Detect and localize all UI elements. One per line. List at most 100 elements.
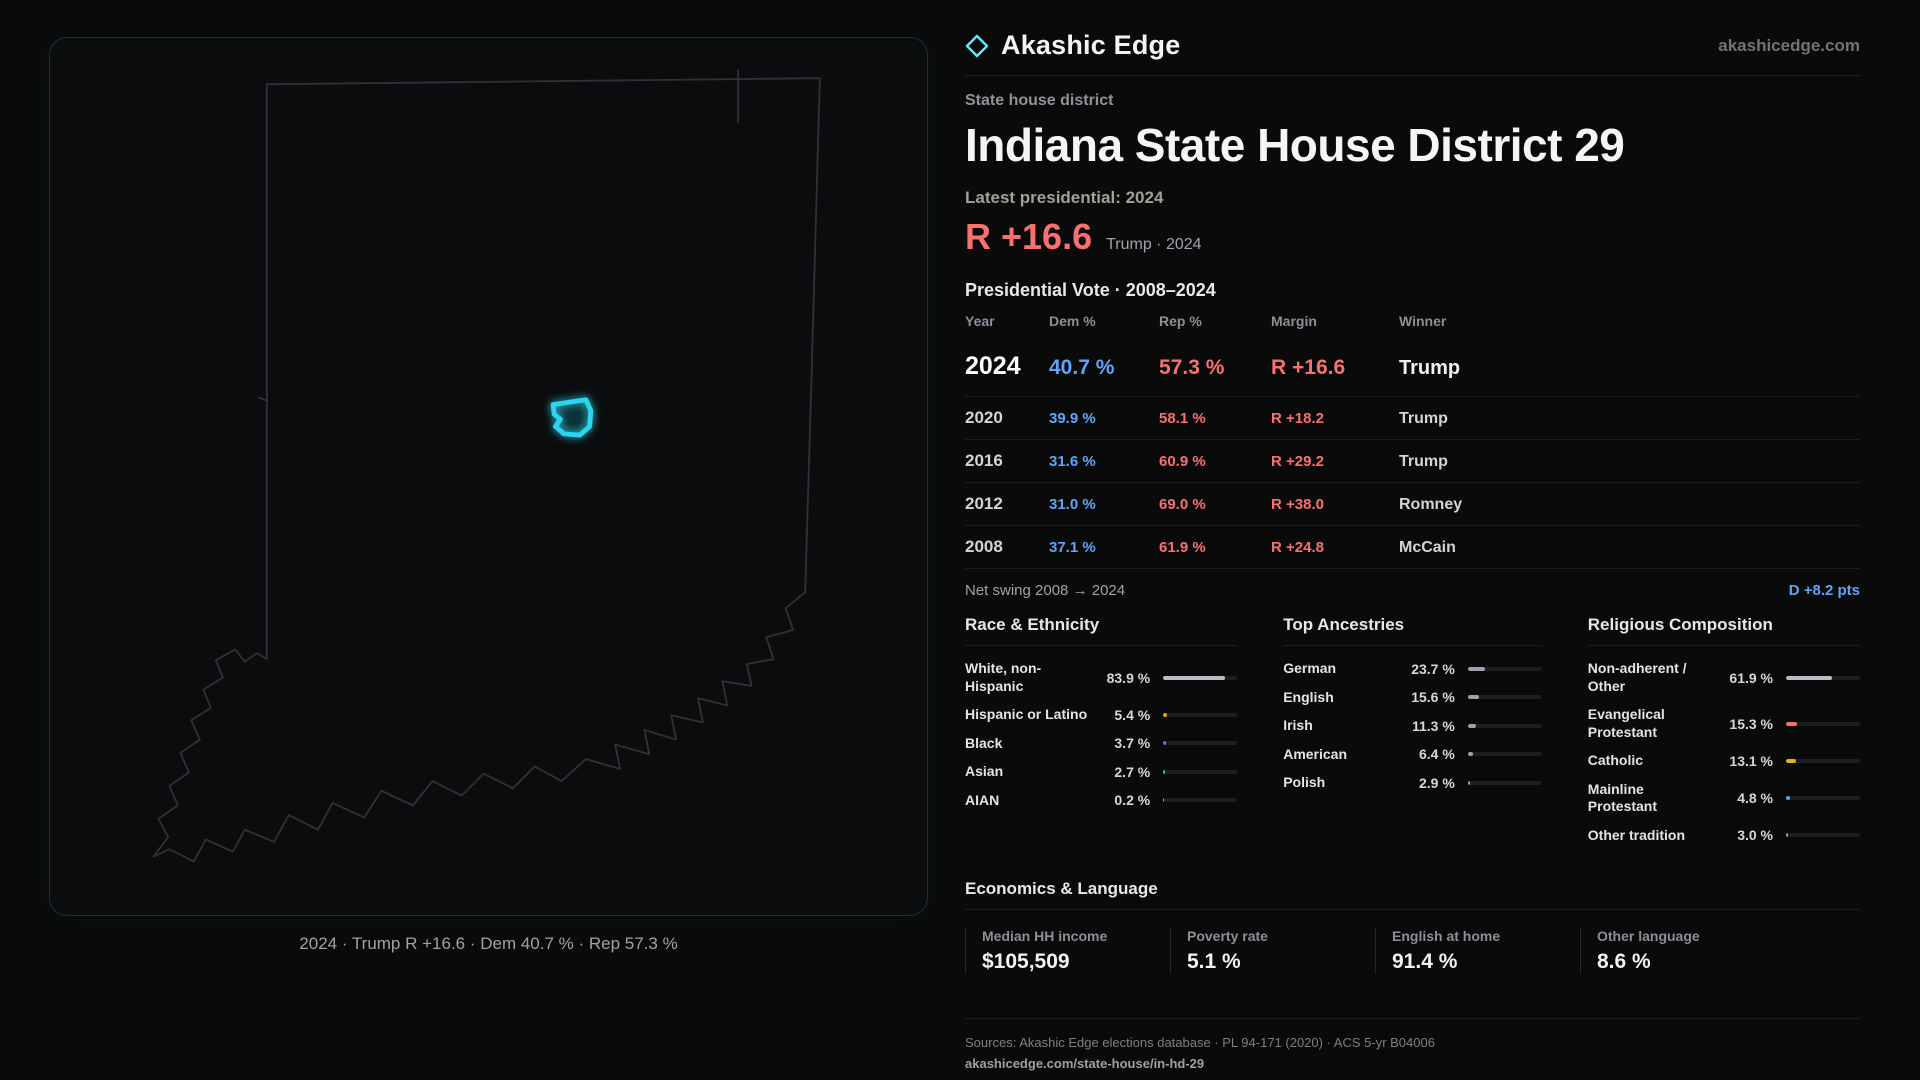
stat-median-hh-income: Median HH income $105,509	[965, 928, 1170, 974]
cell-winner: McCain	[1399, 539, 1456, 556]
list-item: Polish 2.9 %	[1283, 774, 1542, 792]
economics-stats: Median HH income $105,509 Poverty rate 5…	[965, 928, 1785, 974]
cell-dem: 31.0 %	[1049, 496, 1096, 513]
stat-english-at-home: English at home 91.4 %	[1375, 928, 1580, 974]
race-ethnicity-panel: Race & Ethnicity White, non-Hispanic 83.…	[965, 615, 1238, 855]
headline-margin-row: R +16.6 Trump · 2024	[965, 216, 1860, 258]
list-item: Mainline Protestant 4.8 %	[1588, 781, 1860, 816]
cell-year: 2012	[965, 494, 1003, 513]
list-item: English 15.6 %	[1283, 689, 1542, 707]
cell-winner: Trump	[1399, 453, 1448, 470]
cell-year: 2024	[965, 352, 1021, 380]
district-map-panel	[49, 37, 928, 916]
permalink[interactable]: akashicedge.com/state-house/in-hd-29	[965, 1056, 1205, 1071]
list-item: Catholic 13.1 %	[1588, 752, 1860, 770]
list-item: Irish 11.3 %	[1283, 717, 1542, 735]
sources-line: Sources: Akashic Edge elections database…	[965, 1035, 1435, 1050]
item-value: 2.7 %	[1114, 763, 1151, 780]
list-item: Non-adherent / Other 61.9 %	[1588, 660, 1860, 695]
stat-label: English at home	[1392, 928, 1501, 944]
item-bar	[1467, 752, 1542, 757]
item-value: 13.1 %	[1729, 752, 1773, 769]
item-label: Other tradition	[1587, 826, 1686, 843]
latest-label: Latest presidential: 2024	[965, 188, 1164, 207]
cell-margin: R +38.0	[1271, 496, 1324, 513]
item-label: Mainline Protestant	[1587, 780, 1658, 815]
vote-table: Year Dem % Rep % Margin Winner 2024 40.7…	[965, 313, 1860, 615]
list-item: Asian 2.7 %	[965, 763, 1238, 781]
col-year: Year	[965, 313, 995, 329]
site-link[interactable]: akashicedge.com	[1718, 35, 1860, 55]
kicker: State house district	[965, 92, 1114, 109]
cell-rep: 57.3 %	[1159, 356, 1225, 379]
item-label: Asian	[965, 763, 1004, 779]
cell-rep: 60.9 %	[1159, 453, 1206, 470]
list-item: Hispanic or Latino 5.4 %	[965, 706, 1238, 724]
cell-margin: R +16.6	[1271, 356, 1346, 379]
item-label: Non-adherent / Other	[1587, 660, 1687, 694]
list-item: German 23.7 %	[1283, 660, 1542, 678]
cell-margin: R +18.2	[1271, 410, 1324, 427]
headline-context: Trump · 2024	[1106, 236, 1202, 253]
headline-margin: R +16.6	[965, 216, 1093, 257]
item-label: German	[1283, 660, 1337, 676]
net-swing-row: Net swing 2008 → 2024 D +8.2 pts	[965, 569, 1860, 599]
indiana-outline	[152, 77, 821, 863]
religion-panel: Religious Composition Non-adherent / Oth…	[1587, 615, 1860, 855]
table-row: 2012 31.0 % 69.0 % R +38.0 Romney	[965, 483, 1860, 526]
brand-name: Akashic Edge	[1001, 30, 1181, 60]
item-value: 23.7 %	[1411, 660, 1455, 677]
cell-rep: 61.9 %	[1159, 539, 1206, 556]
item-bar	[1786, 721, 1860, 726]
item-value: 11.3 %	[1411, 717, 1455, 734]
item-bar	[1467, 666, 1542, 671]
item-bar	[1163, 741, 1238, 746]
col-winner: Winner	[1399, 313, 1447, 329]
col-margin: Margin	[1271, 313, 1317, 329]
list-item: Evangelical Protestant 15.3 %	[1588, 706, 1860, 741]
cell-year: 2008	[965, 537, 1003, 556]
cell-dem: 31.6 %	[1049, 453, 1096, 470]
item-label: Catholic	[1587, 752, 1644, 768]
stat-label: Poverty rate	[1187, 928, 1268, 944]
cell-year: 2020	[965, 408, 1003, 427]
vote-table-header: Year Dem % Rep % Margin Winner	[965, 313, 1860, 339]
map-caption: 2024 · Trump R +16.6 · Dem 40.7 % · Rep …	[299, 934, 678, 953]
diamond-icon	[965, 34, 989, 58]
stat-value: 5.1 %	[1187, 950, 1241, 973]
brand: Akashic Edge	[965, 30, 1180, 61]
item-label: American	[1283, 745, 1348, 762]
list-item: AIAN 0.2 %	[965, 792, 1238, 810]
table-row: 2008 37.1 % 61.9 % R +24.8 McCain	[965, 526, 1860, 569]
item-value: 0.2 %	[1114, 792, 1151, 809]
item-label: Evangelical Protestant	[1587, 706, 1665, 740]
net-swing-value: D +8.2 pts	[1788, 582, 1860, 599]
item-bar	[1786, 796, 1860, 800]
item-value: 15.3 %	[1729, 715, 1773, 732]
item-label: English	[1283, 688, 1334, 705]
list-item: American 6.4 %	[1283, 746, 1542, 764]
list-item: Black 3.7 %	[965, 734, 1238, 753]
item-value: 83.9 %	[1106, 669, 1151, 686]
cell-margin: R +24.8	[1271, 539, 1324, 556]
map-section: 2024 · Trump R +16.6 · Dem 40.7 % · Rep …	[0, 0, 928, 1080]
cell-winner: Trump	[1399, 357, 1461, 379]
net-swing-label: Net swing 2008 → 2024	[965, 582, 1126, 599]
item-value: 6.4 %	[1418, 746, 1455, 763]
item-bar	[1786, 675, 1860, 680]
item-label: Polish	[1283, 774, 1326, 790]
district-29-shape	[550, 397, 594, 438]
item-bar	[1163, 798, 1238, 803]
item-bar	[1786, 758, 1860, 763]
religion-title: Religious Composition	[1587, 615, 1860, 646]
cell-winner: Romney	[1399, 496, 1463, 513]
table-row: 2016 31.6 % 60.9 % R +29.2 Trump	[965, 440, 1860, 483]
item-label: Black	[965, 734, 1003, 751]
footer: Sources: Akashic Edge elections database…	[965, 1018, 1860, 1071]
vote-table-title: Presidential Vote · 2008–2024	[965, 280, 1216, 300]
item-label: Hispanic or Latino	[965, 706, 1088, 722]
item-value: 3.0 %	[1737, 827, 1773, 844]
stat-label: Other language	[1597, 928, 1700, 944]
col-dem: Dem %	[1049, 313, 1096, 329]
